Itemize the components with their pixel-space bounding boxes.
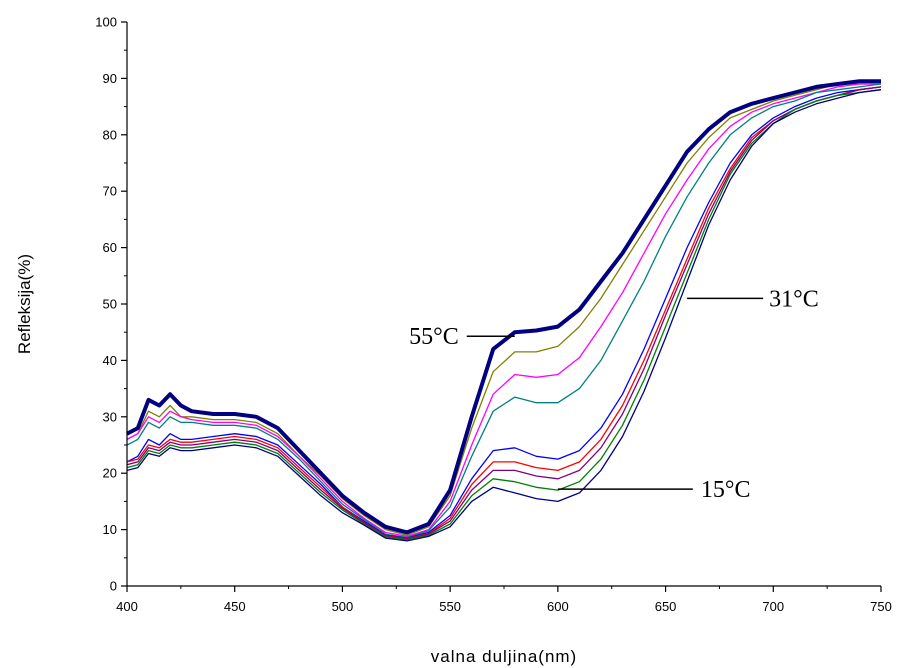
y-tick-label: 100	[95, 15, 117, 30]
annotations: 55°C 31°C 15°C	[409, 286, 819, 503]
y-tick-label: 20	[103, 466, 117, 481]
plot-area	[126, 79, 882, 542]
x-tick-label: 700	[762, 599, 784, 614]
y-tick-label: 30	[103, 409, 117, 424]
y-tick-label: 90	[103, 71, 117, 86]
x-tick-label: 750	[870, 599, 892, 614]
series-line-4	[126, 86, 882, 539]
series-line-1	[126, 83, 881, 536]
x-tick-label: 400	[116, 599, 138, 614]
series-line-7	[126, 89, 882, 541]
x-tick-label: 650	[655, 599, 677, 614]
series-line-5	[126, 86, 882, 540]
y-tick-label: 80	[103, 127, 117, 142]
x-tick-label: 500	[332, 599, 354, 614]
series-line-6	[126, 86, 882, 540]
y-tick-label: 60	[103, 240, 117, 255]
x-tick-label: 550	[439, 599, 461, 614]
annotation-31c: 31°C	[769, 286, 819, 312]
y-axis-title: Refleksija(%)	[15, 254, 34, 354]
annotation-55c: 55°C	[409, 324, 459, 350]
series-line-8	[126, 89, 882, 542]
x-tick-label: 600	[547, 599, 569, 614]
y-tick-label: 50	[103, 297, 117, 312]
x-tick-label: 450	[224, 599, 246, 614]
series-line-3	[126, 83, 882, 539]
y-tick-label: 10	[103, 522, 117, 537]
annotation-15c: 15°C	[701, 477, 751, 503]
y-tick-label: 70	[103, 184, 117, 199]
x-axis-title: valna duljina(nm)	[431, 647, 577, 666]
series-line-0	[126, 79, 881, 535]
y-ticks: 0 10 20 30 40 50 60 70 80 90 100	[95, 15, 127, 594]
x-ticks: 400 450 500 550 600 650 700 750	[116, 586, 892, 614]
y-tick-label: 40	[103, 353, 117, 368]
y-tick-label: 0	[110, 579, 117, 594]
axes: 0 10 20 30 40 50 60 70 80 90 100 400 450 500 550 600 65…	[95, 15, 892, 615]
series-line-2	[126, 83, 881, 538]
